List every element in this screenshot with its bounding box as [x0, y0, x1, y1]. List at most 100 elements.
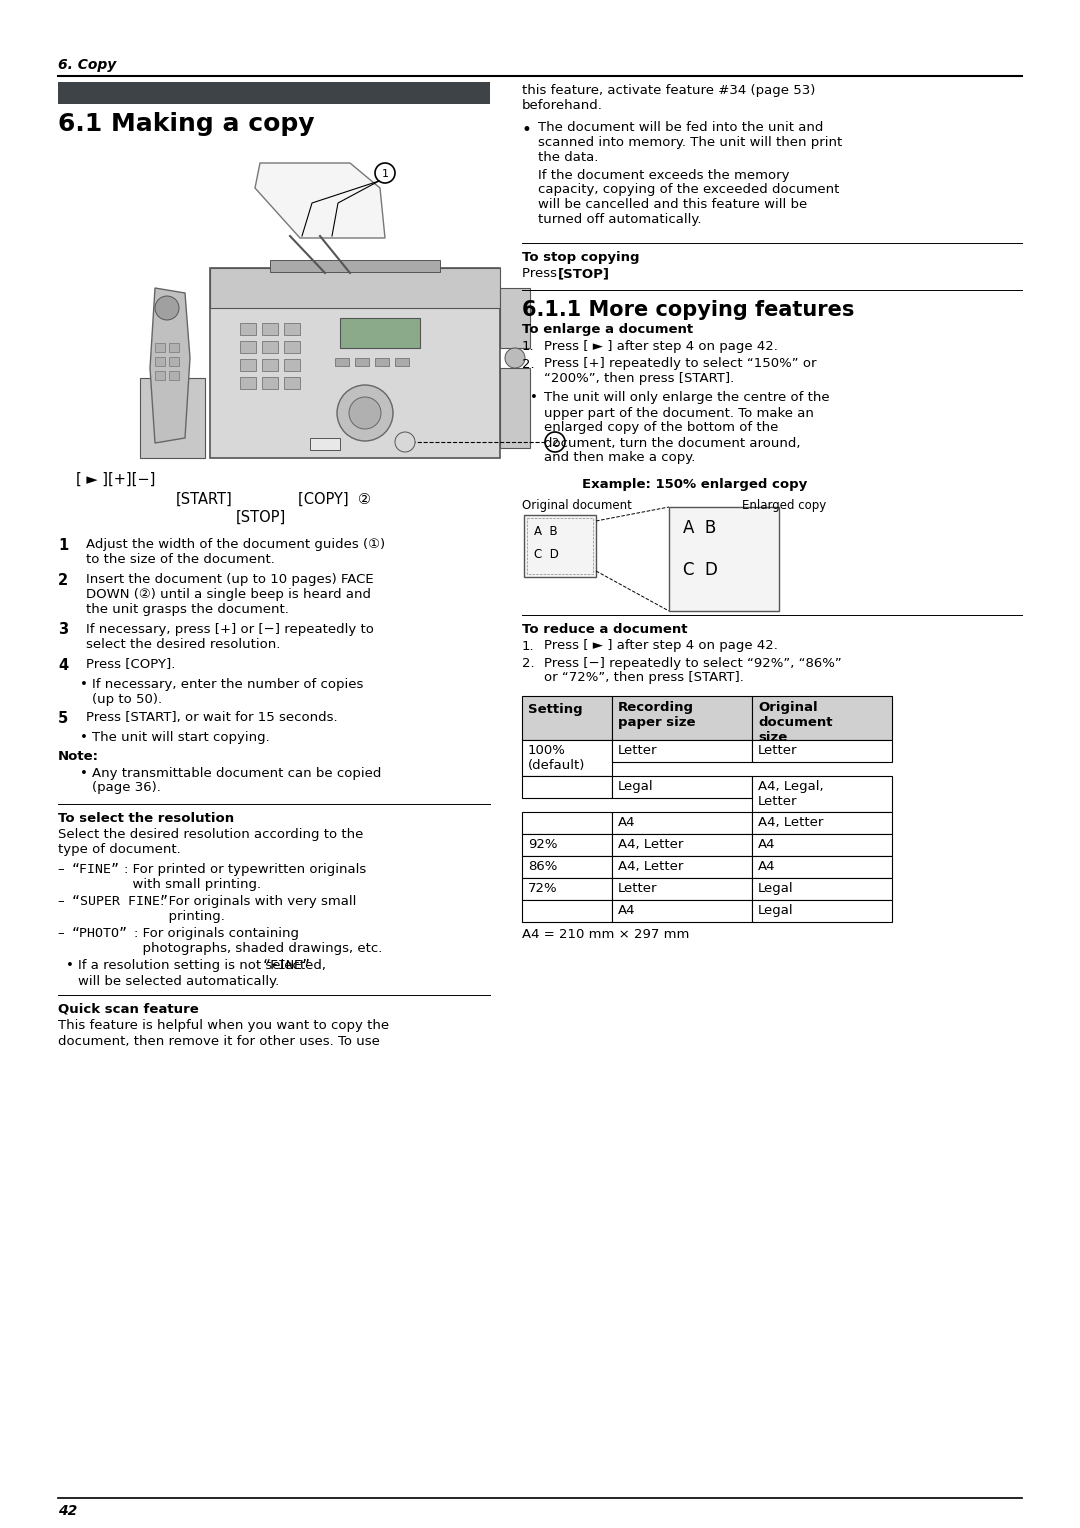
Text: A  B: A B: [683, 520, 716, 536]
Bar: [612, 879, 752, 900]
Text: Press [COPY].: Press [COPY].: [86, 657, 175, 671]
Bar: [395, 358, 409, 367]
Bar: [522, 695, 612, 740]
Bar: [156, 371, 165, 380]
Text: 2: 2: [552, 439, 558, 448]
Text: [ ► ][+][−]: [ ► ][+][−]: [76, 472, 156, 487]
Bar: [210, 267, 500, 458]
Text: 100%
(default): 100% (default): [528, 744, 585, 772]
Circle shape: [505, 348, 525, 368]
Text: •: •: [530, 391, 538, 405]
Text: A4: A4: [618, 905, 635, 917]
Bar: [612, 740, 752, 762]
Text: Note:: Note:: [58, 750, 99, 762]
Text: A  B: A B: [534, 526, 557, 538]
Text: Quick scan feature: Quick scan feature: [58, 1002, 199, 1016]
Bar: [612, 811, 752, 834]
Bar: [168, 371, 179, 380]
Text: A4, Legal,
Letter: A4, Legal, Letter: [758, 779, 824, 808]
Text: 6. Copy: 6. Copy: [58, 58, 117, 72]
Text: A4: A4: [758, 860, 775, 872]
Bar: [752, 811, 892, 834]
Text: This feature is helpful when you want to copy the
document, then remove it for o: This feature is helpful when you want to…: [58, 1019, 389, 1048]
Bar: [522, 900, 612, 921]
Text: The unit will start copying.: The unit will start copying.: [92, 732, 270, 744]
Text: 42: 42: [58, 1504, 78, 1517]
Text: –: –: [58, 863, 69, 876]
Text: Press [+] repeatedly to select “150%” or: Press [+] repeatedly to select “150%” or: [544, 358, 816, 370]
Text: Insert the document (up to 10 pages) FACE
DOWN (②) until a single beep is heard : Insert the document (up to 10 pages) FAC…: [86, 573, 374, 616]
Text: •: •: [66, 960, 73, 972]
Text: Enlarged copy: Enlarged copy: [742, 498, 826, 512]
Circle shape: [156, 296, 179, 319]
Text: Setting: Setting: [528, 703, 582, 717]
Text: 2.: 2.: [522, 358, 535, 370]
Text: •: •: [80, 767, 87, 779]
Text: Example: 150% enlarged copy: Example: 150% enlarged copy: [582, 478, 807, 490]
Bar: [524, 515, 596, 578]
Bar: [500, 368, 530, 448]
Text: A4: A4: [618, 816, 635, 830]
Bar: [752, 879, 892, 900]
Polygon shape: [255, 163, 384, 238]
Text: 1.: 1.: [522, 640, 535, 652]
Text: Select the desired resolution according to the
type of document.: Select the desired resolution according …: [58, 828, 363, 856]
Text: If the document exceeds the memory
capacity, copying of the exceeded document
wi: If the document exceeds the memory capac…: [538, 168, 839, 226]
Bar: [500, 287, 530, 348]
Bar: [240, 377, 256, 390]
Text: 2.: 2.: [522, 657, 535, 669]
Text: [COPY]  ②: [COPY] ②: [298, 492, 372, 507]
Text: 92%: 92%: [528, 837, 557, 851]
Bar: [310, 439, 340, 451]
Text: The document will be fed into the unit and
scanned into memory. The unit will th: The document will be fed into the unit a…: [538, 121, 842, 163]
Text: A4, Letter: A4, Letter: [618, 860, 684, 872]
Text: : For originals with very small
  printing.: : For originals with very small printing…: [160, 895, 356, 923]
Bar: [210, 267, 500, 309]
Text: “FINE”: “FINE”: [264, 960, 311, 972]
Text: Press: Press: [522, 267, 562, 280]
Bar: [375, 358, 389, 367]
Text: If a resolution setting is not selected,: If a resolution setting is not selected,: [78, 960, 330, 972]
Text: If necessary, press [+] or [−] repeatedly to
select the desired resolution.: If necessary, press [+] or [−] repeatedl…: [86, 622, 374, 651]
Text: To enlarge a document: To enlarge a document: [522, 324, 693, 336]
Text: 4: 4: [58, 657, 68, 672]
Text: Press [−] repeatedly to select “92%”, “86%”: Press [−] repeatedly to select “92%”, “8…: [544, 657, 841, 669]
Bar: [522, 879, 612, 900]
Text: To reduce a document: To reduce a document: [522, 623, 688, 636]
Text: .: .: [604, 267, 608, 280]
Bar: [522, 834, 612, 856]
Bar: [522, 856, 612, 879]
Text: –: –: [58, 895, 69, 908]
Circle shape: [395, 432, 415, 452]
Bar: [58, 83, 490, 104]
Text: A4 = 210 mm × 297 mm: A4 = 210 mm × 297 mm: [522, 927, 689, 941]
Bar: [612, 776, 752, 798]
Text: “FINE”: “FINE”: [72, 863, 120, 876]
Text: or “72%”, then press [START].: or “72%”, then press [START].: [544, 671, 744, 685]
Bar: [752, 776, 892, 811]
Text: Legal: Legal: [758, 905, 794, 917]
Text: C  D: C D: [683, 561, 718, 579]
Bar: [340, 318, 420, 348]
Text: Adjust the width of the document guides (①)
to the size of the document.: Adjust the width of the document guides …: [86, 538, 386, 565]
Text: A4, Letter: A4, Letter: [758, 816, 823, 830]
Text: [STOP]: [STOP]: [558, 267, 610, 280]
Text: “200%”, then press [START].: “200%”, then press [START].: [544, 371, 734, 385]
Text: A4: A4: [758, 837, 775, 851]
Text: 6.1.1 More copying features: 6.1.1 More copying features: [522, 299, 854, 319]
Bar: [752, 856, 892, 879]
Text: Letter: Letter: [618, 744, 658, 756]
Text: •: •: [80, 732, 87, 744]
Text: –: –: [58, 927, 69, 940]
Text: Recording
paper size: Recording paper size: [618, 701, 696, 729]
Circle shape: [349, 397, 381, 429]
Bar: [522, 776, 612, 798]
Text: C  D: C D: [534, 549, 558, 561]
Text: Letter: Letter: [758, 744, 797, 756]
Bar: [156, 342, 165, 351]
Text: 1: 1: [58, 538, 68, 553]
Bar: [240, 322, 256, 335]
Bar: [335, 358, 349, 367]
Bar: [355, 358, 369, 367]
Bar: [612, 695, 752, 740]
